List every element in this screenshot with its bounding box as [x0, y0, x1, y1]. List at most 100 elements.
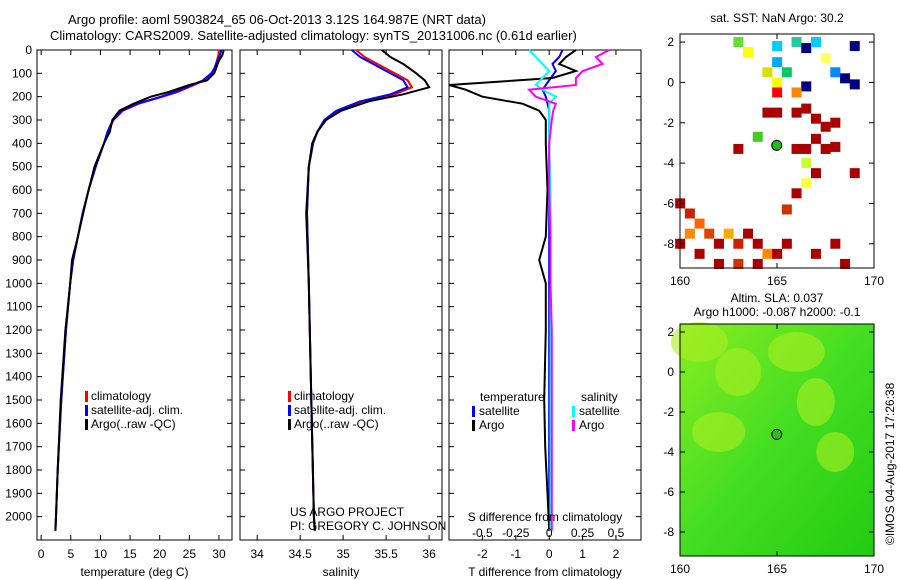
sla-patch	[715, 348, 761, 396]
y-tick-label: 1300	[5, 346, 32, 360]
legend-swatch	[472, 420, 475, 431]
x-axis-label: temperature (deg C)	[80, 565, 188, 579]
x-tick-label: 170	[864, 562, 884, 576]
sla-patch	[692, 412, 746, 452]
series-line-satellite-adj-clim-	[305, 49, 410, 531]
x2-tick-label: 0.25	[571, 526, 595, 540]
x2-tick-label: -0.5	[472, 526, 493, 540]
sst-cell	[694, 218, 705, 229]
y-tick-label: 1200	[5, 323, 32, 337]
x-tick-label: 34	[251, 547, 265, 561]
y-tick-label: 1600	[5, 416, 32, 430]
sst-cell	[801, 81, 812, 92]
x-tick-label: 0	[38, 547, 45, 561]
sst-cell	[733, 238, 744, 249]
y-tick-label: 2	[667, 325, 674, 339]
sst-cell	[791, 248, 802, 259]
y-tick-label: 1100	[6, 300, 32, 314]
x-tick-label: 1	[579, 547, 586, 561]
y-tick-label: 2	[667, 35, 674, 49]
sst-cell	[820, 143, 831, 154]
map-title: sat. SST: NaN Argo: 30.2	[710, 11, 844, 25]
x2-axis-label: S difference from climatology	[468, 510, 623, 524]
y-tick-label: 2000	[5, 510, 32, 524]
series-line-climatology	[54, 49, 220, 531]
y-tick-label: 0	[667, 75, 674, 89]
series-line-argo-raw-qc-	[54, 49, 225, 531]
sst-cell	[849, 79, 860, 90]
sst-cell	[752, 258, 763, 269]
sst-cell	[762, 67, 773, 78]
sst-cell	[743, 47, 754, 58]
y-tick-label: -4	[663, 156, 674, 170]
y-tick-label: 500	[12, 160, 32, 174]
sst-cell	[801, 103, 812, 114]
series-line-argo-raw-qc-	[305, 49, 431, 531]
y-tick-label: 900	[12, 253, 32, 267]
sst-cell	[781, 67, 792, 78]
x-tick-label: 35	[336, 547, 350, 561]
legend-label: Argo	[579, 418, 605, 432]
x-tick-label: -1	[510, 547, 521, 561]
legend-label: satellite-adj. clim.	[294, 403, 386, 417]
sst-cell	[830, 67, 841, 78]
salinity-axes-box	[239, 49, 443, 541]
sst-cell	[694, 248, 705, 259]
sst-cell	[810, 133, 821, 144]
legend-label: satellite	[479, 404, 520, 418]
y-tick-label: 0	[25, 43, 32, 57]
title-line-1: Argo profile: aoml 5903824_65 06-Oct-201…	[68, 12, 486, 27]
sst-cell	[791, 107, 802, 118]
sst-cell	[743, 228, 754, 239]
x-tick-label: -2	[477, 547, 488, 561]
x2-tick-label: 0	[546, 526, 553, 540]
sla-patch	[767, 332, 825, 372]
argo-position-marker	[771, 428, 783, 440]
map-subtitle: Argo h1000: -0.087 h2000: -0.1	[694, 305, 861, 319]
legend-swatch	[288, 391, 291, 402]
legend-label: satellite-adj. clim.	[91, 403, 183, 417]
x-tick-label: 35.5	[374, 547, 398, 561]
legend-label: Argo(..raw -QC)	[294, 417, 379, 431]
imos-watermark: ©IMOS 04-Aug-2017 17:26:38	[883, 382, 897, 545]
x-tick-label: 25	[183, 547, 197, 561]
x-tick-label: 0	[546, 547, 553, 561]
legend-swatch	[572, 406, 575, 417]
y-tick-label: -8	[663, 525, 674, 539]
x-tick-label: 165	[767, 274, 787, 288]
series-line-s-satellite	[528, 49, 558, 531]
sst-cell	[801, 43, 812, 54]
x-tick-label: 165	[767, 562, 787, 576]
sst-cell	[781, 204, 792, 215]
sst-cell	[704, 228, 715, 239]
sst-cell	[830, 238, 841, 249]
legend-label: Argo	[479, 418, 505, 432]
temperature-axes-box	[36, 49, 233, 541]
x-tick-label: 36	[422, 547, 436, 561]
legend-swatch	[472, 406, 475, 417]
sst-cell	[772, 57, 783, 68]
x2-tick-label: -0.25	[502, 526, 530, 540]
sst-cell	[752, 238, 763, 249]
sst-cell	[820, 53, 831, 64]
x-tick-label: 160	[670, 562, 690, 576]
sst-cell	[801, 158, 812, 169]
sst-cell	[810, 248, 821, 259]
x-tick-label: 34.5	[288, 547, 312, 561]
x-tick-label: 2	[613, 547, 620, 561]
series-line-satellite-adj-clim-	[54, 49, 223, 531]
x-tick-label: 20	[153, 547, 167, 561]
legend-swatch	[85, 391, 88, 402]
sst-cell	[762, 107, 773, 118]
sst-cell	[781, 238, 792, 249]
y-tick-label: 1400	[5, 370, 32, 384]
series-line-t-argo	[448, 49, 579, 531]
legend-swatch	[288, 419, 291, 430]
map-title: Altim. SLA: 0.037	[731, 291, 824, 305]
y-tick-label: 300	[12, 113, 32, 127]
sst-cell	[684, 208, 695, 219]
sst-cell	[733, 143, 744, 154]
legend-header: salinity	[581, 390, 618, 404]
sst-cell	[840, 73, 851, 84]
